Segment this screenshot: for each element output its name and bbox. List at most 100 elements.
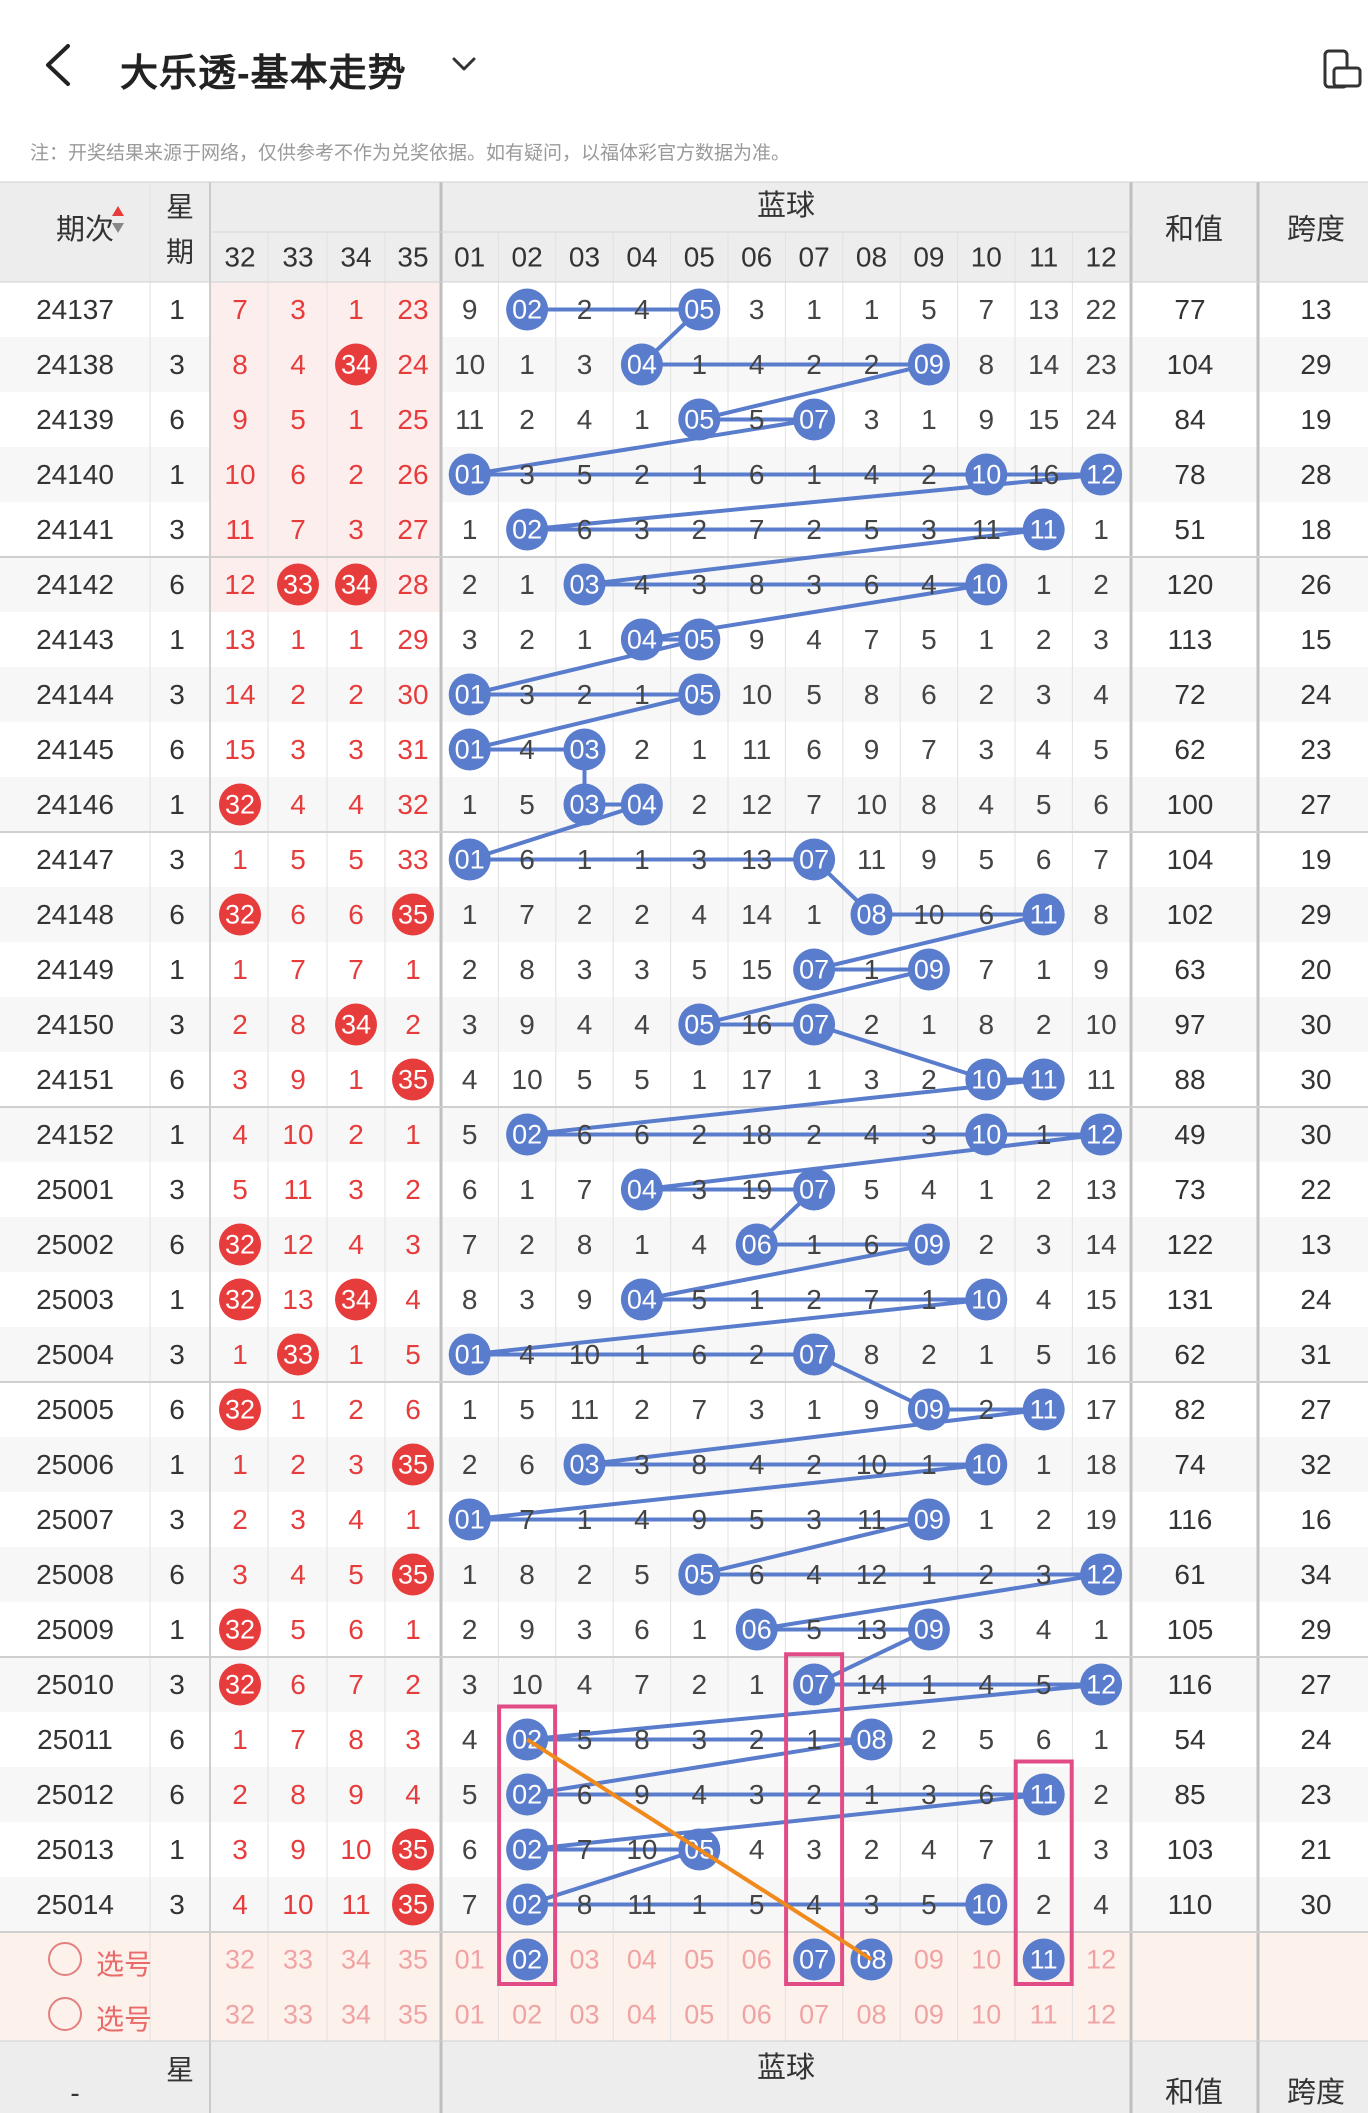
- weekday-header-char2: 期: [166, 237, 194, 268]
- blue-miss-count: 3: [864, 1889, 880, 1920]
- blue-miss-count: 5: [864, 514, 880, 545]
- pick-blue-number[interactable]: 02: [512, 2000, 542, 2030]
- pick-blue-number[interactable]: 11: [1030, 2000, 1058, 2030]
- pick-red-number[interactable]: 34: [341, 2000, 371, 2030]
- pick-blue-number[interactable]: 08: [856, 2000, 886, 2030]
- pick-blue-selected[interactable]: [1022, 1938, 1065, 1981]
- red-ball-number: 32: [225, 790, 255, 820]
- orientation-switch-icon[interactable]: [1322, 48, 1362, 92]
- pick-red-number[interactable]: 32: [225, 1945, 255, 1975]
- weekday-header-char1: 星: [166, 192, 194, 223]
- red-miss-count: 5: [232, 1174, 248, 1205]
- weekday-cell: 1: [169, 789, 185, 820]
- blue-miss-count: 5: [577, 1724, 593, 1755]
- blue-miss-count: 2: [979, 1229, 995, 1260]
- blue-miss-count: 1: [1093, 514, 1109, 545]
- pick-blue-number[interactable]: 05: [684, 2000, 714, 2030]
- pick-blue-number[interactable]: 12: [1086, 2000, 1116, 2030]
- pick-blue-number[interactable]: 03: [569, 1945, 599, 1975]
- pick-blue-selected[interactable]: [793, 1938, 836, 1981]
- red-ball-hit: [335, 1003, 377, 1046]
- period-cell: 25002: [36, 1229, 114, 1260]
- blue-miss-count: 5: [462, 1779, 478, 1810]
- blue-ball-number: 04: [627, 1175, 657, 1205]
- blue-miss-count: 3: [519, 459, 535, 490]
- blue-miss-count: 2: [577, 679, 593, 710]
- red-miss-count: 10: [282, 1889, 313, 1920]
- blue-miss-count: 6: [462, 1834, 478, 1865]
- pick-blue-number[interactable]: 10: [971, 1945, 1001, 1975]
- blue-miss-count: 2: [806, 1449, 822, 1480]
- pick-blue-number[interactable]: 06: [742, 2000, 772, 2030]
- span-cell: 29: [1300, 349, 1331, 380]
- pick-row-2[interactable]: 选号: [0, 1986, 208, 2041]
- red-miss-count: 3: [290, 734, 306, 765]
- pick-blue-number[interactable]: 10: [971, 2000, 1001, 2030]
- pick-blue-number[interactable]: 01: [455, 2000, 485, 2030]
- blue-ball-hit: [1022, 1773, 1065, 1816]
- blue-ball-hit: [965, 563, 1008, 606]
- blue-miss-count: 6: [979, 899, 995, 930]
- pick-blue-number[interactable]: 02: [512, 1945, 542, 1975]
- blue-ball-number: 01: [455, 845, 485, 875]
- pick-blue-number[interactable]: 09: [914, 2000, 944, 2030]
- period-cell: 25010: [36, 1669, 114, 1700]
- pick-blue-selected[interactable]: [506, 1938, 549, 1981]
- red-miss-count: 26: [397, 459, 428, 490]
- blue-miss-count: 7: [1093, 844, 1109, 875]
- red-miss-count: 6: [348, 1614, 364, 1645]
- back-chevron-icon[interactable]: [40, 42, 80, 88]
- pick-blue-number[interactable]: 09: [914, 1945, 944, 1975]
- orange-diagonal-line: [526, 1737, 873, 1962]
- pick-blue-number[interactable]: 07: [799, 2000, 829, 2030]
- blue-ball-number: 03: [569, 570, 599, 600]
- red-miss-count: 4: [405, 1779, 421, 1810]
- red-miss-count: 2: [405, 1174, 421, 1205]
- pick-red-number[interactable]: 33: [283, 2000, 313, 2030]
- blue-miss-count: 9: [519, 1009, 535, 1040]
- period-cell: 24141: [36, 514, 114, 545]
- pick-blue-number[interactable]: 05: [684, 1945, 714, 1975]
- pick-blue-number[interactable]: 04: [627, 1945, 657, 1975]
- blue-ball-number: 04: [627, 625, 657, 655]
- blue-miss-count: 2: [1093, 569, 1109, 600]
- blue-col-header-08: 08: [856, 242, 887, 273]
- blue-ball-hit: [907, 1223, 950, 1266]
- pick-blue-number[interactable]: 04: [627, 2000, 657, 2030]
- chevron-down-icon[interactable]: [450, 50, 478, 78]
- pick-red-number[interactable]: 32: [225, 2000, 255, 2030]
- pick-blue-number[interactable]: 03: [569, 2000, 599, 2030]
- period-cell: 24147: [36, 844, 114, 875]
- pick-blue-number[interactable]: 07: [799, 1945, 829, 1975]
- span-cell: 24: [1300, 1724, 1331, 1755]
- radio-circle-icon[interactable]: [48, 1997, 82, 2031]
- red-miss-count: 3: [232, 1064, 248, 1095]
- pick-area-bg: [0, 1932, 1368, 2042]
- pick-blue-number[interactable]: 12: [1086, 1945, 1116, 1975]
- pick-blue-number[interactable]: 06: [742, 1945, 772, 1975]
- pick-red-number[interactable]: 34: [341, 1945, 371, 1975]
- blue-ball-number: 09: [914, 1615, 944, 1645]
- blue-miss-count: 4: [462, 1064, 478, 1095]
- pick-red-number[interactable]: 35: [398, 2000, 428, 2030]
- blue-ball-number: 03: [569, 1450, 599, 1480]
- pick-blue-number[interactable]: 01: [455, 1945, 485, 1975]
- blue-miss-count: 11: [742, 734, 771, 765]
- radio-circle-icon[interactable]: [48, 1942, 82, 1976]
- pick-red-number[interactable]: 33: [283, 1945, 313, 1975]
- red-ball-hit: [277, 1333, 319, 1376]
- red-miss-count: 1: [232, 1339, 248, 1370]
- period-cell: 24142: [36, 569, 114, 600]
- red-miss-count: 1: [232, 1724, 248, 1755]
- page-title[interactable]: 大乐透-基本走势: [120, 53, 407, 95]
- red-miss-count: 7: [348, 1669, 364, 1700]
- span-cell: 23: [1300, 1779, 1331, 1810]
- pick-row-1[interactable]: 选号: [0, 1931, 208, 1986]
- pick-blue-number[interactable]: 11: [1030, 1945, 1058, 1975]
- pick-red-number[interactable]: 35: [398, 1945, 428, 1975]
- blue-miss-count: 7: [634, 1669, 650, 1700]
- sum-cell: 104: [1167, 844, 1214, 875]
- blue-miss-count: 3: [634, 954, 650, 985]
- red-ball-hit: [219, 1663, 261, 1706]
- blue-miss-count: 16: [741, 1009, 772, 1040]
